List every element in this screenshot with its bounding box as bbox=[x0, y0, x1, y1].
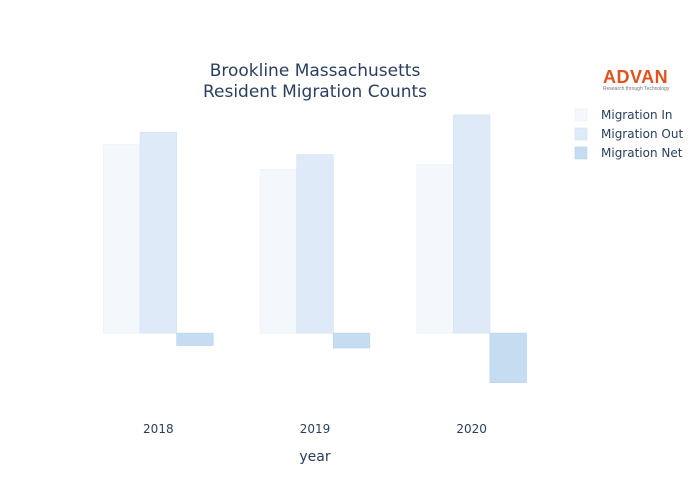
legend-label: Migration Net bbox=[601, 146, 683, 160]
x-axis-ticks: 2018 2019 2020 bbox=[143, 422, 487, 436]
chart-title-line-2: Resident Migration Counts bbox=[203, 82, 427, 102]
bar-migration-out-2018[interactable] bbox=[139, 131, 177, 334]
chart-title-line-1: Brookline Massachusetts bbox=[210, 61, 421, 81]
series-migration-net bbox=[176, 332, 527, 384]
chart-title: Brookline Massachusetts Resident Migrati… bbox=[203, 61, 427, 102]
bar-migration-net-2018[interactable] bbox=[176, 332, 214, 346]
plot-area bbox=[103, 114, 527, 384]
logo-tagline: Research through Technology bbox=[603, 86, 670, 92]
x-axis-title: year bbox=[299, 449, 330, 465]
bar-migration-out-2019[interactable] bbox=[296, 154, 334, 334]
series-migration-out bbox=[139, 114, 491, 334]
x-tick-label: 2018 bbox=[143, 422, 174, 436]
legend-item-migration-net[interactable]: Migration Net bbox=[574, 146, 683, 160]
bar-migration-in-2019[interactable] bbox=[259, 169, 298, 334]
series-migration-in bbox=[103, 144, 454, 334]
legend-label: Migration Out bbox=[601, 127, 683, 141]
bar-migration-in-2018[interactable] bbox=[103, 144, 141, 334]
bar-migration-net-2019[interactable] bbox=[332, 332, 371, 349]
legend-swatch bbox=[574, 108, 588, 122]
logo-brand: ADVAN bbox=[603, 67, 668, 87]
legend-item-migration-out[interactable]: Migration Out bbox=[574, 127, 683, 141]
bar-migration-in-2020[interactable] bbox=[416, 164, 454, 334]
x-tick-label: 2019 bbox=[300, 422, 331, 436]
legend-swatch bbox=[574, 127, 588, 141]
advan-logo: ADVAN Research through Technology bbox=[603, 67, 670, 92]
bar-migration-net-2020[interactable] bbox=[489, 332, 527, 384]
legend-item-migration-in[interactable]: Migration In bbox=[574, 108, 673, 122]
x-tick-label: 2020 bbox=[456, 422, 487, 436]
legend: Migration In Migration Out Migration Net bbox=[574, 108, 683, 160]
bar-migration-out-2020[interactable] bbox=[453, 114, 491, 334]
legend-swatch bbox=[574, 146, 588, 160]
legend-label: Migration In bbox=[601, 108, 673, 122]
